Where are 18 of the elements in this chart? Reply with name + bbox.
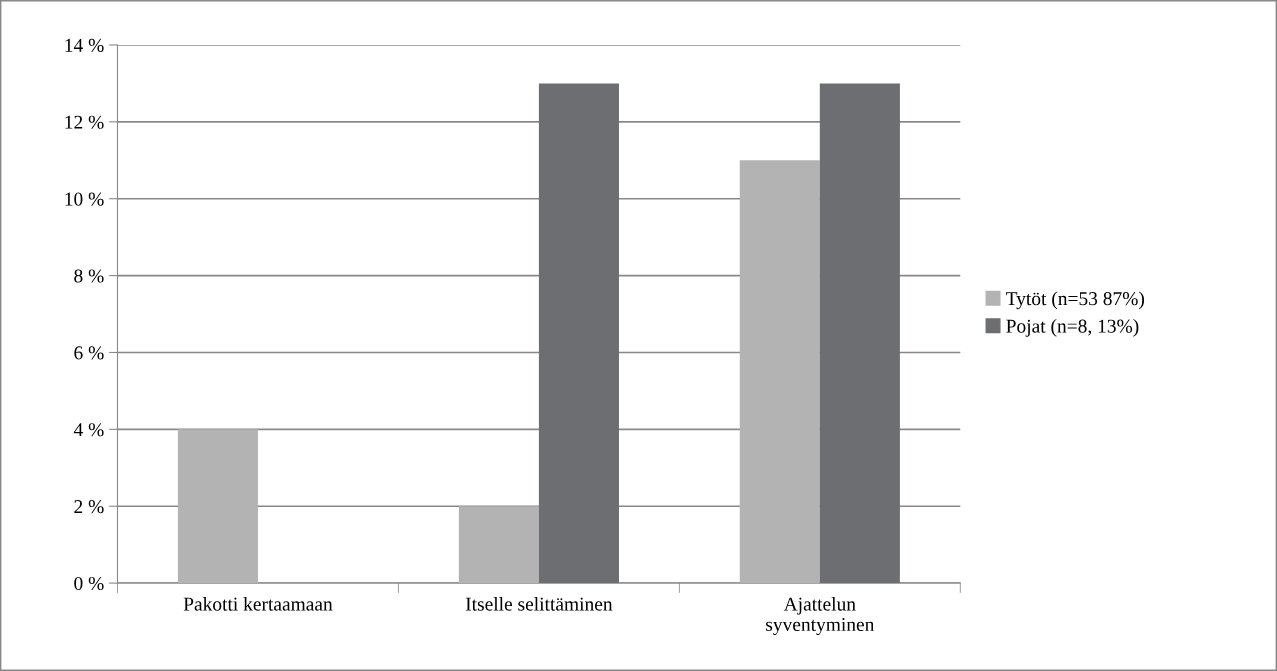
y-tick-label: 2 % [74,500,104,514]
y-tick-label: 14 % [65,38,104,52]
x-tick-label: Itselle selittäminen [465,596,613,611]
y-tick-label: 6 % [74,346,104,360]
bar [458,506,539,584]
y-tick-label: 4 % [73,423,104,437]
bar [739,160,820,584]
y-tick-label: 0 % [74,576,104,591]
legend-label: Pojat (n=8, 13%) [1006,319,1139,337]
bar [177,429,258,584]
bar [538,83,619,584]
bar [819,83,900,584]
x-tick-label: Ajattelun syventyminen [766,596,875,636]
y-tick-label: 8 % [74,269,104,283]
x-tick-label: Pakotti kertaamaan [183,596,333,611]
y-tick-label: 10 % [65,192,104,206]
y-tick-label: 12 % [65,115,104,129]
legend-label: Tytöt (n=53 87%) [1006,291,1145,310]
